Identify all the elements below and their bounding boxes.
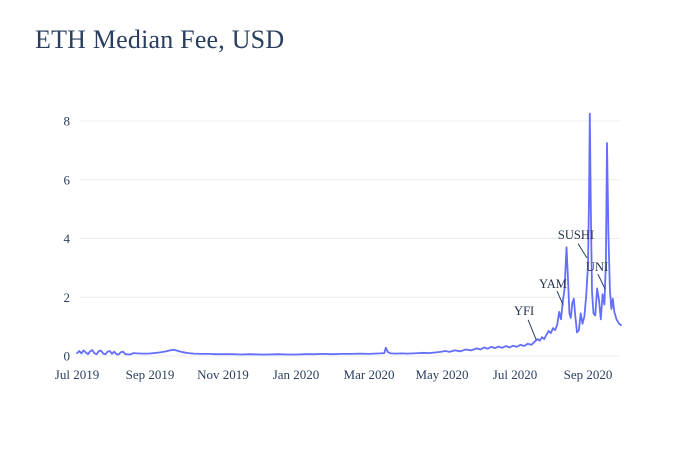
annotation-layer: YFI YAM SUSHI UNI [514, 228, 608, 341]
x-tick-label: Jan 2020 [273, 367, 320, 382]
y-tick-label: 0 [64, 349, 71, 364]
grid-layer [80, 120, 620, 357]
y-tick-label: 4 [64, 231, 71, 246]
annotation-label-yfi: YFI [514, 304, 534, 318]
annotation-label-sushi: SUSHI [558, 228, 594, 242]
x-tick-label: Sep 2020 [564, 367, 613, 382]
annotation-leader-yam [556, 290, 564, 306]
annotation-leader-sushi [577, 243, 588, 259]
y-tick-label: 8 [64, 114, 71, 129]
chart-title: ETH Median Fee, USD [35, 25, 285, 54]
y-axis-tick-labels: 0 2 4 6 8 [64, 114, 71, 364]
annotation-label-uni: UNI [586, 260, 608, 274]
x-tick-label: Sep 2019 [126, 367, 175, 382]
y-tick-label: 2 [64, 290, 71, 305]
annotation-leader-yfi [527, 319, 537, 341]
fee-line-series [76, 112, 622, 356]
x-axis-tick-labels: Jul 2019 Sep 2019 Nov 2019 Jan 2020 Mar 2020… [55, 367, 613, 382]
annotation-leader-uni [597, 273, 606, 290]
x-tick-label: Mar 2020 [344, 367, 395, 382]
y-tick-label: 6 [64, 172, 71, 187]
x-tick-label: Jul 2019 [55, 367, 99, 382]
x-tick-label: May 2020 [415, 367, 468, 382]
x-tick-label: Jul 2020 [493, 367, 537, 382]
annotation-label-yam: YAM [539, 277, 567, 291]
x-tick-label: Nov 2019 [197, 367, 249, 382]
